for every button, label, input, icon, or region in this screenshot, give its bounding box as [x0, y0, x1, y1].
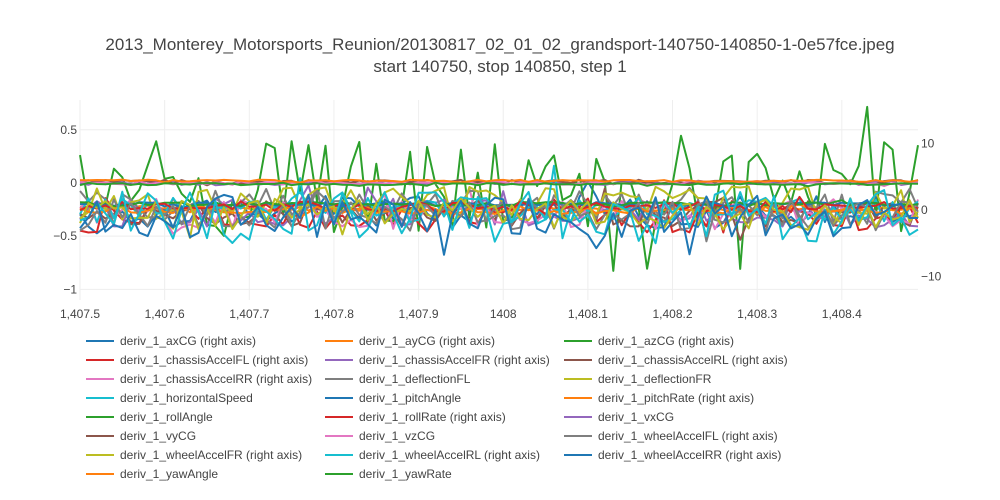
legend-item[interactable]: deriv_1_chassisAccelFL (right axis): [86, 353, 308, 367]
x-tick-label: 1,407.7: [229, 307, 269, 321]
legend-label: deriv_1_rollAngle: [120, 410, 213, 424]
legend-label: deriv_1_wheelAccelRR (right axis): [598, 448, 781, 462]
axes: 1,407.5 1,407.6 1,407.7 1,407.8 1,407.9 1408 1…: [53, 123, 941, 321]
chart-subtitle: start 140750, stop 140850, step 1: [373, 57, 626, 76]
legend-item[interactable]: deriv_1_azCG (right axis): [564, 334, 734, 348]
legend-item[interactable]: deriv_1_rollRate (right axis): [325, 410, 506, 424]
legend-item[interactable]: deriv_1_vzCG: [325, 429, 435, 443]
x-tick-label: 1,408.1: [568, 307, 608, 321]
x-tick-label: 1,407.6: [145, 307, 185, 321]
legend-item[interactable]: deriv_1_rollAngle: [86, 410, 213, 424]
legend-label: deriv_1_chassisAccelFL (right axis): [120, 353, 308, 367]
legend-label: deriv_1_deflectionFR: [598, 372, 712, 386]
legend-label: deriv_1_vzCG: [359, 429, 435, 443]
legend-label: deriv_1_chassisAccelRL (right axis): [598, 353, 788, 367]
legend-item[interactable]: deriv_1_chassisAccelRR (right axis): [86, 372, 312, 386]
legend-item[interactable]: deriv_1_ayCG (right axis): [325, 334, 495, 348]
legend-label: deriv_1_wheelAccelFR (right axis): [120, 448, 302, 462]
legend-label: deriv_1_yawRate: [359, 467, 452, 481]
legend-item[interactable]: deriv_1_yawRate: [325, 467, 452, 481]
chart-title: 2013_Monterey_Motorsports_Reunion/201308…: [105, 35, 894, 54]
y-left-tick-label: 0: [70, 176, 77, 190]
legend-item[interactable]: deriv_1_deflectionFL: [325, 372, 471, 386]
legend-item[interactable]: deriv_1_horizontalSpeed: [86, 391, 253, 405]
x-tick-label: 1,408.2: [653, 307, 693, 321]
legend-item[interactable]: deriv_1_wheelAccelFL (right axis): [564, 429, 778, 443]
x-tick-label: 1,408.4: [822, 307, 862, 321]
legend-label: deriv_1_wheelAccelFL (right axis): [598, 429, 778, 443]
legend-label: deriv_1_pitchRate (right axis): [598, 391, 754, 405]
series-line-22: [79, 178, 919, 184]
legend-label: deriv_1_chassisAccelFR (right axis): [359, 353, 550, 367]
legend-item[interactable]: deriv_1_pitchRate (right axis): [564, 391, 754, 405]
legend-label: deriv_1_chassisAccelRR (right axis): [120, 372, 312, 386]
legend-item[interactable]: deriv_1_chassisAccelFR (right axis): [325, 353, 550, 367]
x-tick-label: 1,407.9: [399, 307, 439, 321]
x-tick-label: 1,408.3: [737, 307, 777, 321]
x-tick-label: 1,407.5: [60, 307, 100, 321]
y-right-tick-label: 0: [921, 203, 928, 217]
legend-label: deriv_1_rollRate (right axis): [359, 410, 506, 424]
y-left-tick-label: 0.5: [60, 123, 77, 137]
legend-item[interactable]: deriv_1_vxCG: [564, 410, 674, 424]
series-line-23: [79, 181, 919, 188]
legend-item[interactable]: deriv_1_axCG (right axis): [86, 334, 256, 348]
series-line-14: [79, 195, 919, 216]
series-line-21: [79, 193, 918, 256]
series-line-20: [79, 164, 919, 245]
legend-item[interactable]: deriv_1_wheelAccelFR (right axis): [86, 448, 302, 462]
y-right-tick-label: 10: [921, 136, 935, 150]
legend-item[interactable]: deriv_1_wheelAccelRR (right axis): [564, 448, 781, 462]
legend-item[interactable]: deriv_1_deflectionFR: [564, 372, 712, 386]
legend-label: deriv_1_deflectionFL: [359, 372, 471, 386]
legend-label: deriv_1_vxCG: [598, 410, 674, 424]
legend-item[interactable]: deriv_1_wheelAccelRL (right axis): [325, 448, 540, 462]
legend-label: deriv_1_pitchAngle: [359, 391, 461, 405]
legend-label: deriv_1_horizontalSpeed: [120, 391, 253, 405]
legend-label: deriv_1_vyCG: [120, 429, 196, 443]
legend-label: deriv_1_axCG (right axis): [120, 334, 256, 348]
legend-item[interactable]: deriv_1_pitchAngle: [325, 391, 461, 405]
legend[interactable]: deriv_1_axCG (right axis) deriv_1_ayCG (r…: [86, 334, 788, 481]
x-tick-label: 1,407.8: [314, 307, 354, 321]
legend-label: deriv_1_ayCG (right axis): [359, 334, 495, 348]
y-right-tick-label: −10: [921, 270, 942, 284]
plot-area: [79, 105, 919, 272]
legend-label: deriv_1_wheelAccelRL (right axis): [359, 448, 540, 462]
x-tick-label: 1408: [490, 307, 517, 321]
legend-item[interactable]: deriv_1_chassisAccelRL (right axis): [564, 353, 788, 367]
y-left-tick-label: −0.5: [53, 229, 77, 243]
legend-label: deriv_1_azCG (right axis): [598, 334, 734, 348]
y-left-tick-label: −1: [63, 282, 77, 296]
legend-item[interactable]: deriv_1_yawAngle: [86, 467, 218, 481]
legend-label: deriv_1_yawAngle: [120, 467, 218, 481]
legend-item[interactable]: deriv_1_vyCG: [86, 429, 196, 443]
